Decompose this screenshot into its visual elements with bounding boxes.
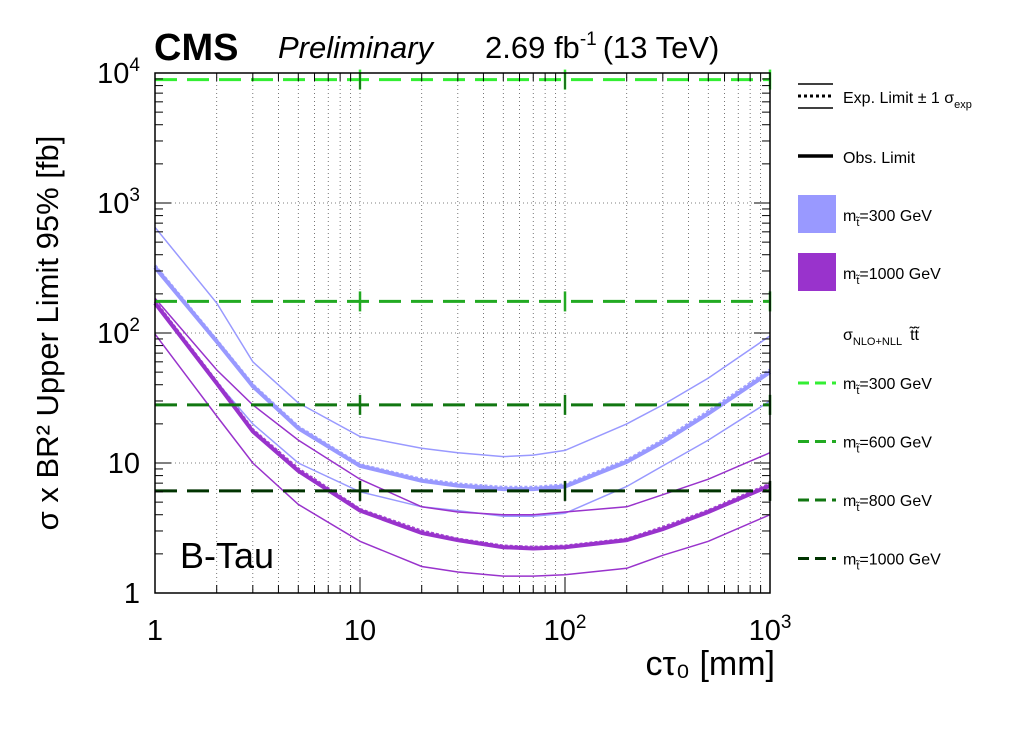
band-upper-line [154, 226, 771, 458]
x-tick-label: 1 [147, 615, 163, 647]
legend-theory-label: mt̃=1000 GeV [843, 552, 941, 573]
legend-obs-limit: Obs. Limit [843, 150, 916, 167]
x-tick-label: 10 [344, 615, 376, 647]
legend-theory-items: mt̃=300 GeV mt̃=600 GeV mt̃=800 GeV mt̃=100… [798, 376, 941, 573]
y-tick-label: 1 [124, 578, 140, 610]
axis-ticks [154, 73, 770, 594]
lumi-label: 2.69 fb-1 (13 TeV) [485, 29, 719, 65]
legend-xsec-header: σNLO+NLL t̃t̃ [843, 325, 920, 348]
y-tick-label: 103 [97, 185, 140, 220]
band-lower-line [154, 333, 771, 577]
lumi-exponent: -1 [580, 29, 597, 50]
y-tick-label: 10 [108, 448, 140, 480]
legend-theory-label: mt̃=600 GeV [843, 435, 932, 456]
grid [155, 73, 770, 593]
legend-signal-items: mt̃=300 GeV mt̃=1000 GeV [798, 195, 941, 291]
legend-signal-label: mt̃=300 GeV [843, 208, 932, 229]
lumi-value: 2.69 fb [485, 30, 580, 65]
cms-label: CMS [154, 27, 238, 69]
expected-line [153, 264, 771, 489]
energy-label: (13 TeV) [603, 30, 720, 65]
limit-curves [153, 264, 772, 551]
expected-line [153, 300, 771, 549]
band-upper-line [154, 297, 771, 516]
legend-theory-label: mt̃=800 GeV [843, 493, 932, 514]
legend-signal-label: mt̃=1000 GeV [843, 266, 941, 287]
y-tick-label: 102 [97, 315, 140, 350]
legend-swatch [798, 195, 836, 233]
legend-swatch [798, 253, 836, 291]
x-axis-title: cτ₀ [mm] [645, 645, 775, 683]
x-tick-label: 102 [544, 612, 587, 647]
preliminary-label: Preliminary [278, 30, 436, 65]
y-tick-label: 104 [97, 55, 140, 90]
legend-exp-limit: Exp. Limit ± 1 σexp [843, 90, 972, 111]
x-tick-label: 103 [749, 612, 792, 647]
legend: Exp. Limit ± 1 σexp Obs. Limit mt̃=300 G… [798, 83, 972, 573]
theory-lines [155, 69, 772, 501]
y-axis-title: σ x BR² Upper Limit 95% [fb] [30, 136, 65, 531]
legend-theory-label: mt̃=300 GeV [843, 376, 932, 397]
tick-labels: 1 10 102 103 1 10 102 103 104 [97, 55, 791, 647]
channel-label: B-Tau [180, 535, 274, 576]
limit-bands [154, 226, 771, 577]
